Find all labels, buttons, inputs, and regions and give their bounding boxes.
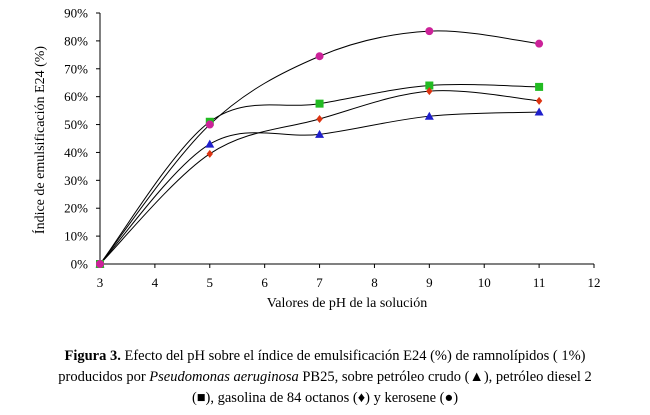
y-tick-label: 30% (64, 173, 88, 188)
y-axis-title: Índice de emulsificación E24 (%) (31, 46, 48, 234)
data-point-circle (315, 52, 324, 61)
caption-line-2: producidos por Pseudomonas aeruginosa PB… (0, 367, 650, 388)
data-point-circle (535, 39, 544, 48)
data-point-triangle (205, 139, 215, 148)
caption-organism: Pseudomonas aeruginosa (149, 369, 299, 385)
data-point-diamond (426, 87, 433, 96)
data-point-circle (205, 120, 214, 129)
x-tick-label: 10 (478, 275, 491, 290)
x-tick-label: 12 (588, 275, 601, 290)
x-tick-label: 11 (533, 275, 546, 290)
x-tick-label: 9 (426, 275, 433, 290)
y-tick-label: 40% (64, 145, 88, 160)
caption-text-2b: PB25, sobre petróleo crudo (▲), petróleo… (298, 369, 592, 385)
caption-text-1: Efecto del pH sobre el índice de emulsif… (120, 348, 586, 364)
data-point-square (535, 82, 544, 91)
data-point-circle (425, 27, 434, 36)
series-markers (95, 27, 544, 268)
caption-line-3: (■), gasolina de 84 octanos (♦) y kerose… (191, 390, 459, 406)
x-tick-label: 5 (207, 275, 214, 290)
figure-caption: Figura 3. Efecto del pH sobre el índice … (0, 346, 650, 409)
x-tick-label: 6 (261, 275, 268, 290)
y-tick-label: 20% (64, 201, 88, 216)
y-tick-label: 50% (64, 117, 88, 132)
data-point-triangle (424, 111, 434, 120)
y-tick-label: 10% (64, 229, 88, 244)
y-tick-label: 90% (64, 6, 88, 21)
y-tick-label: 70% (64, 61, 88, 76)
data-point-circle (96, 260, 104, 268)
y-tick-label: 80% (64, 33, 88, 48)
x-axis-title: Valores de pH de la solución (267, 296, 428, 311)
x-tick-label: 8 (371, 275, 378, 290)
data-point-diamond (206, 149, 213, 158)
series-line-square (99, 84, 540, 265)
y-tick-label: 60% (64, 89, 88, 104)
y-tick-label: 0% (71, 257, 89, 272)
series-line-circle (99, 30, 540, 265)
x-tick-label: 7 (316, 275, 323, 290)
data-point-diamond (316, 114, 323, 123)
x-tick-label: 4 (152, 275, 159, 290)
data-point-square (315, 99, 324, 108)
axes: 0% 10% 20% 30% 40% 50% 60% 70% 80% 90% 3 4 5 6 7 8 9 10 11… (64, 6, 600, 291)
caption-label: Figura 3. (64, 348, 121, 364)
data-point-square (425, 81, 434, 90)
series-lines (99, 30, 540, 265)
caption-text-2a: producidos por (58, 369, 150, 385)
data-point-diamond (535, 96, 543, 105)
data-point-triangle (315, 129, 325, 138)
x-tick-label: 3 (97, 275, 104, 290)
caption-line-1: Figura 3. Efecto del pH sobre el índice … (0, 346, 650, 367)
data-point-triangle (534, 107, 544, 116)
chart: 0% 10% 20% 30% 40% 50% 60% 70% 80% 90% 3 4 5 6 7 8 9 10 11… (31, 6, 601, 312)
